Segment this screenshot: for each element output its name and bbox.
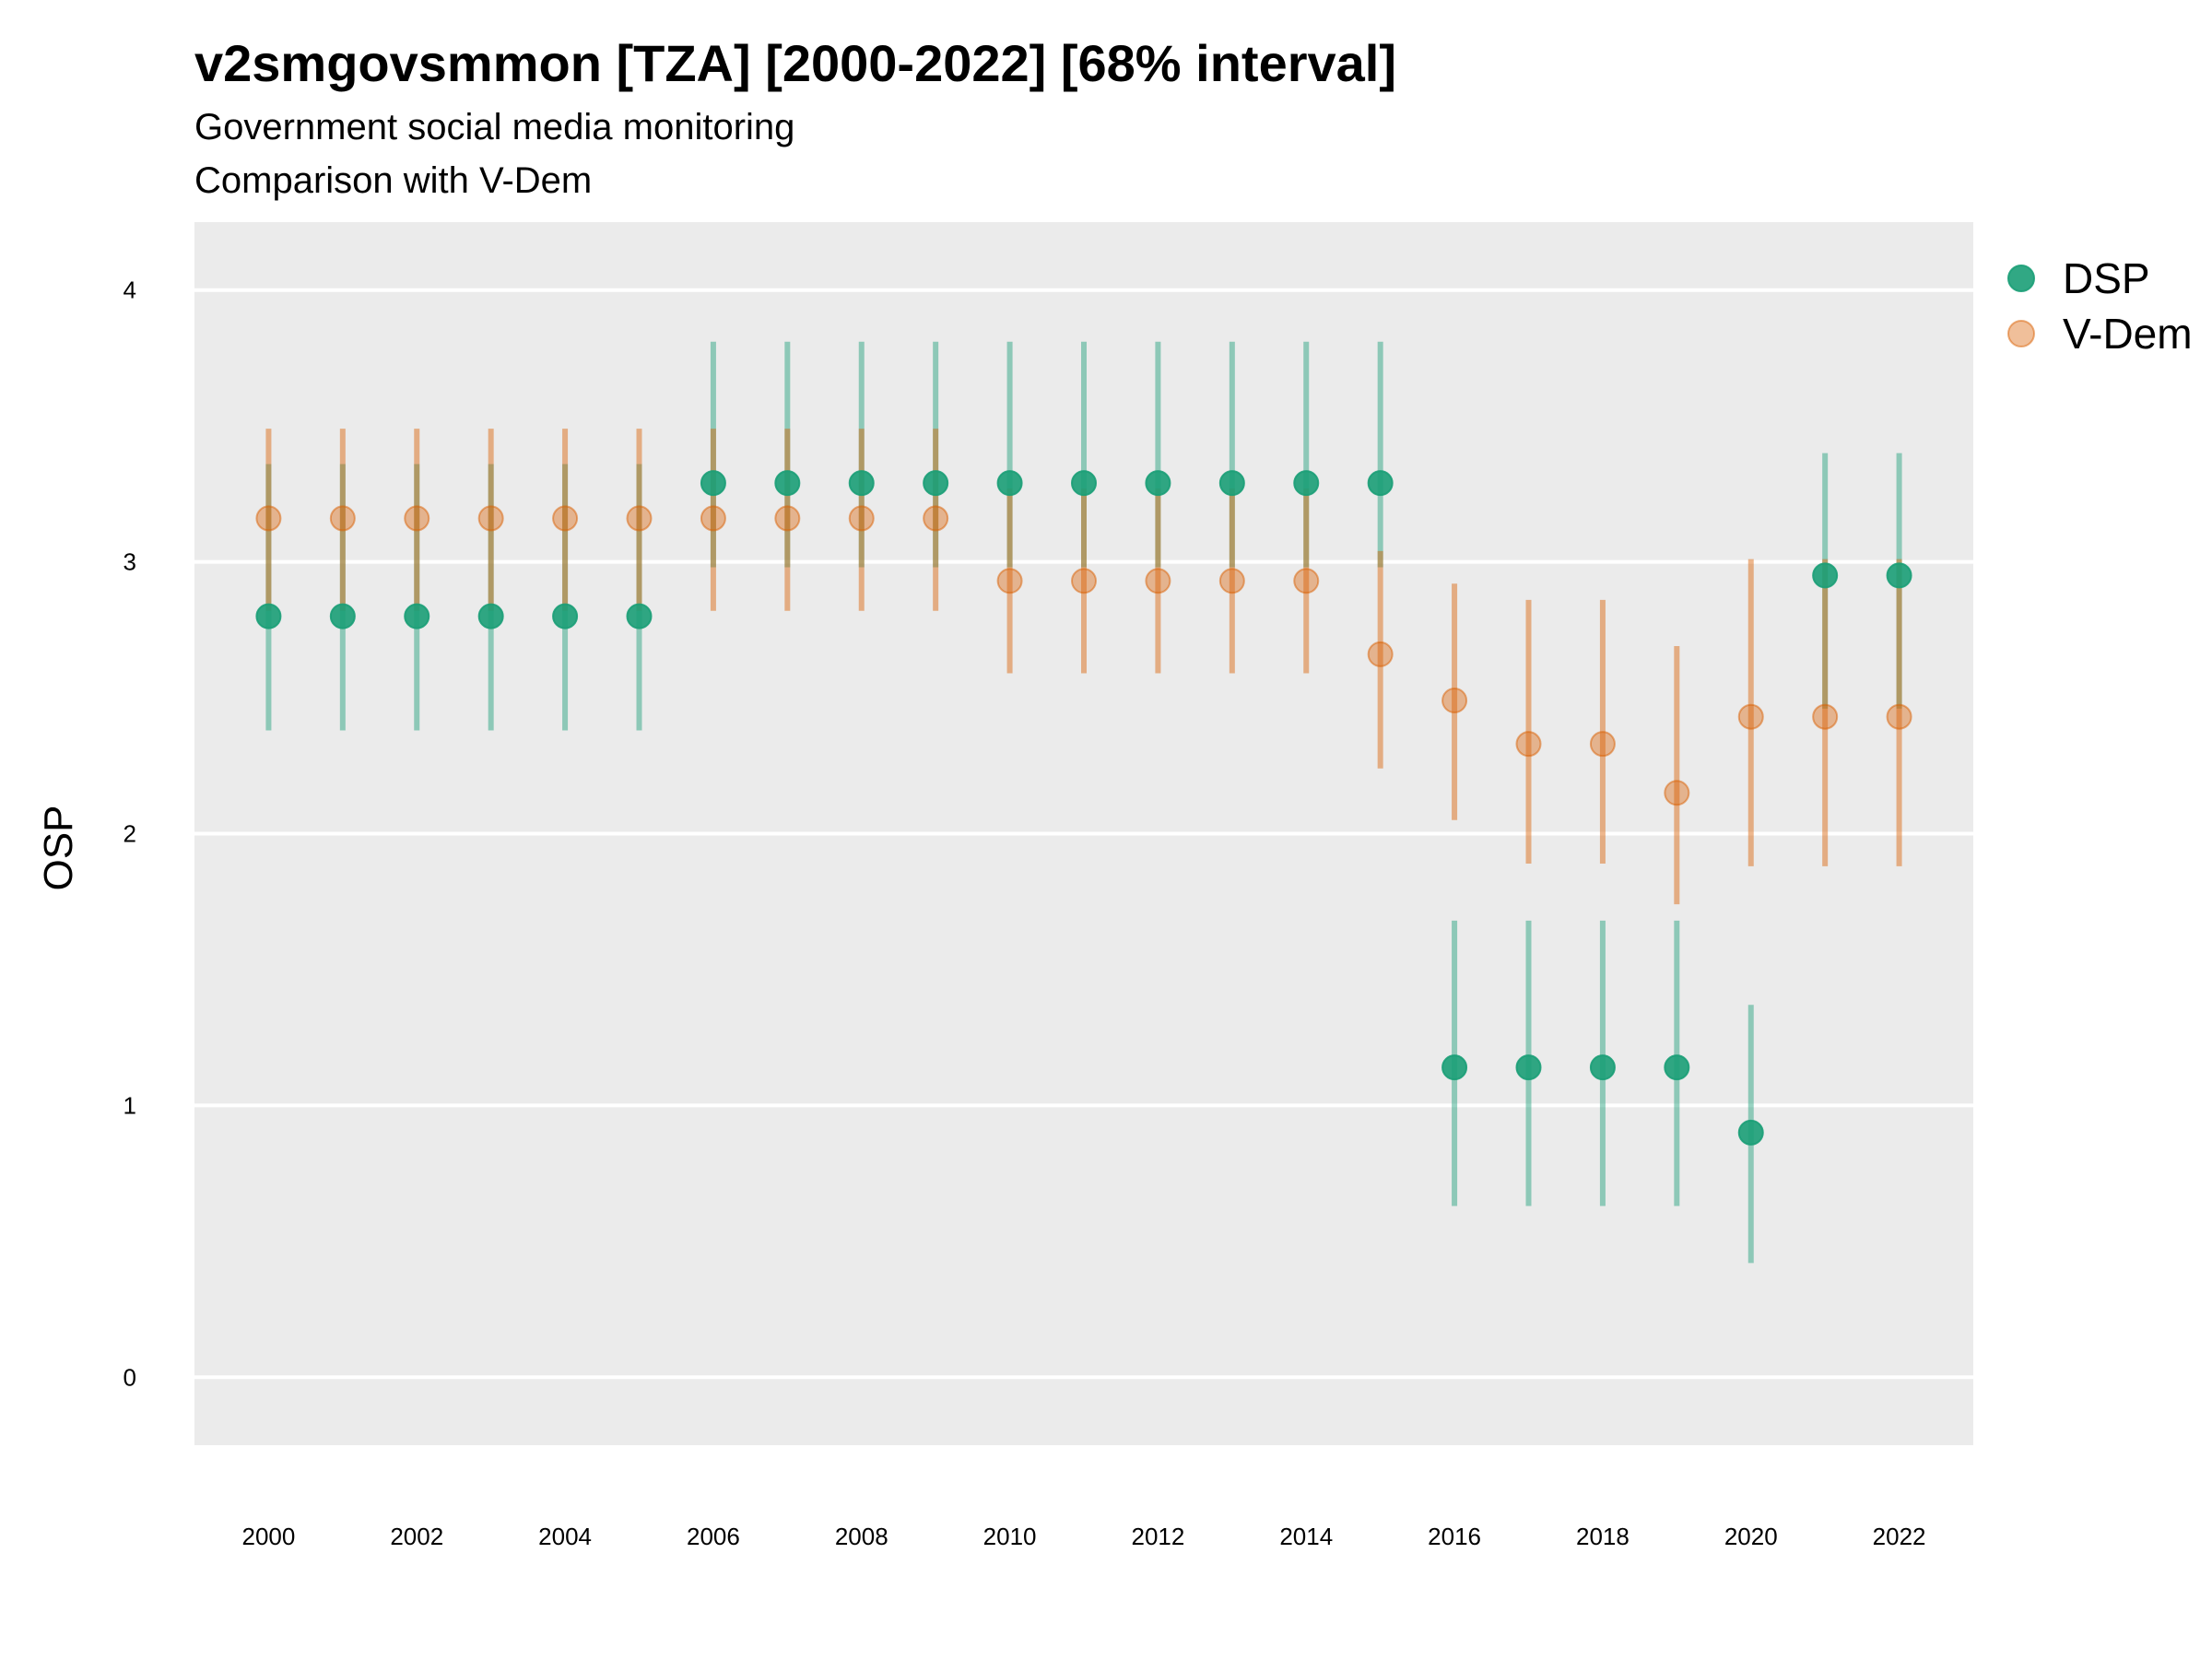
point-estimates bbox=[255, 470, 1912, 1146]
point-dsp bbox=[329, 603, 356, 629]
x-tick-label: 2018 bbox=[1576, 1523, 1630, 1550]
legend-label-vdem: V-Dem bbox=[2063, 310, 2193, 358]
point-vdem bbox=[1441, 688, 1468, 714]
point-dsp bbox=[255, 603, 282, 629]
x-tick-label: 2014 bbox=[1279, 1523, 1333, 1550]
point-dsp bbox=[1071, 470, 1097, 497]
legend-label-dsp: DSP bbox=[2063, 254, 2150, 302]
point-dsp bbox=[1441, 1054, 1468, 1081]
point-vdem bbox=[1664, 780, 1690, 806]
legend-marker-dsp bbox=[2007, 265, 2035, 292]
point-dsp bbox=[774, 470, 801, 497]
point-vdem bbox=[477, 505, 504, 532]
point-dsp bbox=[626, 603, 653, 629]
point-dsp bbox=[1367, 470, 1394, 497]
y-axis-label: OSP bbox=[36, 806, 81, 891]
point-dsp bbox=[923, 470, 949, 497]
x-tick-label: 2008 bbox=[835, 1523, 888, 1550]
point-dsp bbox=[404, 603, 430, 629]
point-dsp bbox=[848, 470, 875, 497]
chart-subtitle: Government social media monitoring bbox=[194, 107, 795, 147]
point-dsp bbox=[1218, 470, 1245, 497]
point-dsp bbox=[700, 470, 726, 497]
point-vdem bbox=[1589, 731, 1616, 758]
y-tick-label: 4 bbox=[124, 276, 136, 304]
point-dsp bbox=[477, 603, 504, 629]
point-vdem bbox=[552, 505, 579, 532]
point-vdem bbox=[1367, 641, 1394, 667]
point-dsp bbox=[1664, 1054, 1690, 1081]
point-dsp bbox=[1812, 562, 1839, 589]
legend-marker-vdem bbox=[2007, 320, 2035, 347]
point-dsp bbox=[1886, 562, 1912, 589]
point-vdem bbox=[996, 568, 1023, 594]
point-dsp bbox=[1737, 1119, 1764, 1146]
point-dsp bbox=[1515, 1054, 1542, 1081]
point-vdem bbox=[1515, 731, 1542, 758]
y-tick-label: 2 bbox=[124, 820, 136, 848]
point-vdem bbox=[1886, 703, 1912, 730]
y-tick-label: 0 bbox=[124, 1363, 136, 1391]
chart-title: v2smgovsmmon [TZA] [2000-2022] [68% inte… bbox=[194, 34, 1396, 92]
point-vdem bbox=[923, 505, 949, 532]
point-vdem bbox=[1071, 568, 1097, 594]
point-vdem bbox=[774, 505, 801, 532]
point-vdem bbox=[255, 505, 282, 532]
point-vdem bbox=[848, 505, 875, 532]
point-vdem bbox=[1812, 703, 1839, 730]
point-dsp bbox=[996, 470, 1023, 497]
x-tick-label: 2000 bbox=[241, 1523, 295, 1550]
gridlines bbox=[194, 288, 1973, 1380]
point-vdem bbox=[1737, 703, 1764, 730]
point-dsp bbox=[552, 603, 579, 629]
y-tick-label: 1 bbox=[124, 1091, 136, 1119]
legend: DSP V-Dem bbox=[2007, 254, 2193, 358]
x-tick-label: 2010 bbox=[983, 1523, 1037, 1550]
chart-subtitle-comparison: Comparison with V-Dem bbox=[194, 160, 593, 201]
point-vdem bbox=[1145, 568, 1171, 594]
point-vdem bbox=[700, 505, 726, 532]
point-dsp bbox=[1145, 470, 1171, 497]
point-vdem bbox=[404, 505, 430, 532]
point-dsp bbox=[1589, 1054, 1616, 1081]
point-vdem bbox=[626, 505, 653, 532]
point-dsp bbox=[1293, 470, 1320, 497]
y-tick-label: 3 bbox=[124, 548, 136, 576]
point-vdem bbox=[329, 505, 356, 532]
interval-bars bbox=[265, 341, 1902, 1264]
x-tick-label: 2022 bbox=[1873, 1523, 1926, 1550]
x-tick-label: 2020 bbox=[1724, 1523, 1778, 1550]
x-tick-label: 2012 bbox=[1131, 1523, 1184, 1550]
x-tick-label: 2004 bbox=[538, 1523, 592, 1550]
x-tick-label: 2006 bbox=[687, 1523, 740, 1550]
x-tick-label: 2002 bbox=[390, 1523, 443, 1550]
x-tick-label: 2016 bbox=[1428, 1523, 1481, 1550]
point-vdem bbox=[1218, 568, 1245, 594]
y-axis-ticks: 0 1 2 3 4 bbox=[124, 276, 136, 1392]
point-vdem bbox=[1293, 568, 1320, 594]
x-axis-ticks: 2000 2002 2004 2006 2008 2010 2012 2014 2016 2018… bbox=[241, 1523, 1925, 1550]
